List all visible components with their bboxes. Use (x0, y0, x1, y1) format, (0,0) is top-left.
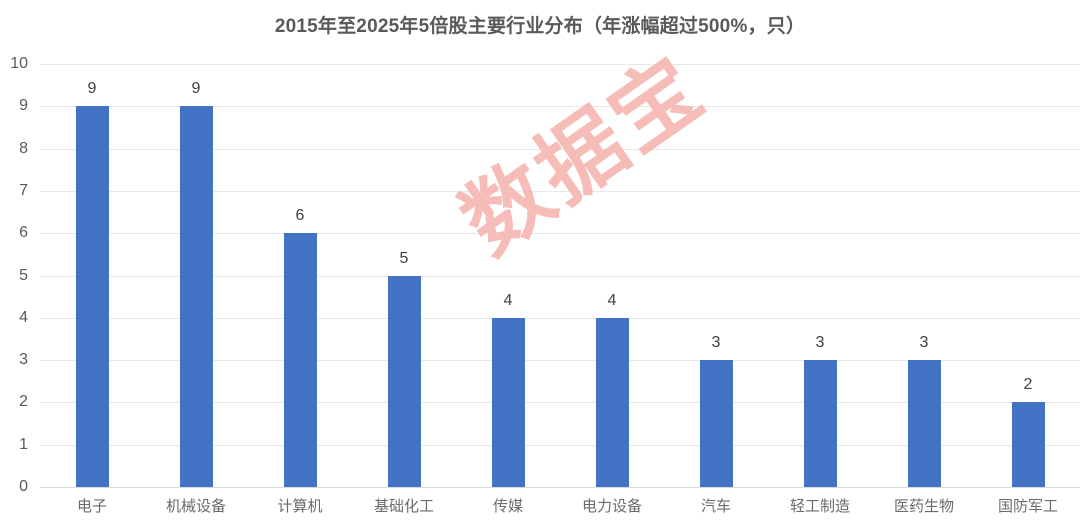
gridline (40, 233, 1080, 235)
x-tick-label: 机械设备 (165, 498, 227, 515)
y-tick-label: 10 (10, 55, 28, 72)
x-tick-label: 汽车 (700, 498, 732, 515)
bar[interactable] (1011, 402, 1045, 487)
bar[interactable] (491, 317, 525, 487)
bar[interactable] (595, 317, 629, 487)
bar-value-label: 5 (399, 249, 409, 267)
chart-title: 2015年至2025年5倍股主要行业分布（年涨幅超过500%，只） (274, 16, 806, 37)
bar-value-label: 9 (87, 80, 97, 98)
y-tick-label: 7 (19, 181, 28, 199)
gridline (40, 402, 1080, 404)
y-tick-label: 1 (19, 435, 28, 453)
plot-area (40, 64, 1080, 488)
x-tick-label: 轻工制造 (789, 498, 851, 515)
x-tick-label: 电力设备 (581, 498, 643, 515)
gridline (40, 360, 1080, 362)
y-tick-label: 4 (19, 308, 28, 326)
bar-group[interactable]: 9 (75, 64, 109, 487)
gridline (40, 190, 1080, 192)
x-tick-label: 国防军工 (997, 498, 1059, 515)
bar-group[interactable]: 3 (907, 64, 941, 487)
y-tick-label: 3 (19, 351, 28, 369)
y-tick-label: 2 (19, 393, 28, 411)
gridline (40, 106, 1080, 108)
bar-group[interactable]: 6 (283, 64, 317, 487)
bar-group[interactable]: 4 (595, 64, 629, 487)
x-tick-label: 传媒 (492, 498, 524, 515)
bar-value-label: 3 (815, 334, 825, 352)
gridline (40, 148, 1080, 150)
bar-group[interactable]: 5 (387, 64, 421, 487)
y-tick-label: 6 (19, 224, 28, 242)
bar-value-label: 6 (295, 207, 305, 225)
bar-group[interactable]: 3 (803, 64, 837, 487)
gridline (40, 444, 1080, 446)
x-tick-label: 电子 (76, 498, 108, 515)
y-axis: 0 1 2 3 4 5 6 7 8 9 10 (0, 56, 40, 495)
bar-value-label: 9 (191, 80, 201, 98)
gridline (40, 64, 1080, 65)
bar-group[interactable]: 2 (1011, 64, 1045, 487)
bar-value-label: 3 (711, 334, 721, 352)
bar-group[interactable]: 3 (699, 64, 733, 487)
gridline (40, 275, 1080, 277)
bar[interactable] (179, 106, 213, 487)
bar[interactable] (387, 275, 421, 487)
y-tick-label: 0 (19, 478, 28, 495)
bar-value-label: 2 (1023, 376, 1033, 394)
x-tick-label: 计算机 (277, 498, 323, 515)
bar[interactable] (907, 360, 941, 487)
bar-value-label: 4 (607, 291, 617, 309)
x-tick-label: 基础化工 (373, 498, 435, 515)
bar[interactable] (803, 360, 837, 487)
y-tick-label: 8 (19, 139, 28, 157)
bar-value-label: 4 (503, 291, 513, 309)
bar[interactable] (75, 106, 109, 487)
y-tick-label: 5 (19, 266, 28, 284)
x-axis: 电子 机械设备 计算机 基础化工 传媒 电力设备 汽车 轻工制造 医药生物 国防军工 (40, 487, 1080, 526)
bar[interactable] (283, 233, 317, 487)
bar-group[interactable]: 9 (179, 64, 213, 487)
bars-layer: 9 9 6 5 4 4 3 3 3 2 (40, 64, 1080, 487)
bar-group[interactable]: 4 (491, 64, 525, 487)
gridline (40, 317, 1080, 319)
bar-value-label: 3 (919, 334, 929, 352)
y-tick-label: 9 (19, 97, 28, 115)
gridline (40, 487, 1080, 488)
bar[interactable] (699, 360, 733, 487)
x-tick-label: 医药生物 (893, 498, 955, 515)
